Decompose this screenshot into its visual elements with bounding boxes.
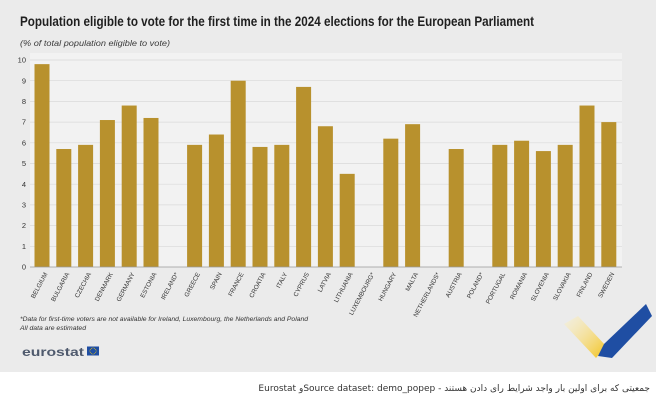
bar-bulgaria — [56, 149, 72, 267]
bar-france — [230, 80, 246, 267]
chart-subtitle: (% of total population eligible to vote) — [20, 39, 170, 48]
bar-slovakia — [557, 144, 573, 267]
bar-belgium — [34, 64, 50, 267]
eurostat-logo: eurostat — [22, 345, 99, 359]
y-tick-label-10: 10 — [18, 56, 26, 65]
image-caption: Eurostat وSource dataset: demo_popep - ج… — [258, 384, 650, 394]
bar-hungary — [383, 138, 399, 267]
bar-austria — [448, 149, 464, 267]
y-tick-label-7: 7 — [22, 118, 26, 127]
bar-lithuania — [339, 173, 355, 267]
y-tick-label-3: 3 — [22, 201, 26, 210]
eu-flag-star — [95, 349, 97, 350]
y-tick-label-2: 2 — [22, 221, 26, 230]
eu-flag-star — [89, 352, 91, 353]
eu-flag-star — [89, 349, 91, 350]
y-tick-label-8: 8 — [22, 97, 26, 106]
y-tick-label-0: 0 — [22, 263, 26, 272]
eurostat-logo-text: eurostat — [22, 345, 84, 359]
bar-malta — [405, 124, 421, 267]
bar-latvia — [317, 126, 333, 268]
eu-flag-star — [95, 350, 97, 352]
chart-panel: Population eligible to vote for the firs… — [0, 0, 656, 372]
chevron-yellow-band — [564, 316, 606, 358]
eu-flag-star — [89, 350, 91, 352]
eu-flag-star — [94, 347, 96, 349]
eu-flag-star — [91, 353, 92, 355]
y-tick-label-1: 1 — [22, 242, 26, 251]
corner-chevron-decoration — [564, 304, 652, 358]
bar-series — [34, 64, 617, 268]
bar-cyprus — [296, 86, 312, 267]
bar-finland — [579, 105, 595, 267]
eu-flag-star — [92, 353, 94, 355]
eu-flag-star — [94, 353, 96, 355]
bar-czechia — [78, 144, 94, 267]
bar-sweden — [601, 122, 617, 267]
bar-estonia — [143, 117, 159, 268]
chevron-blue-band — [598, 304, 652, 358]
bar-romania — [514, 140, 530, 267]
footnote-estimated: All data are estimated — [19, 325, 87, 332]
eu-flag-star — [91, 347, 92, 349]
chart-title: Population eligible to vote for the firs… — [20, 13, 534, 29]
bar-portugal — [492, 144, 508, 267]
footnote-unavailable-data: *Data for first-time voters are not avai… — [20, 316, 308, 323]
bar-greece — [187, 144, 203, 267]
eu-flag-star — [95, 352, 97, 353]
y-tick-label-5: 5 — [22, 159, 26, 168]
bar-denmark — [99, 120, 115, 267]
y-axis-ticks: 0 1 2 3 4 5 6 7 8 9 10 — [18, 56, 26, 272]
y-tick-label-4: 4 — [22, 180, 26, 189]
y-tick-label-6: 6 — [22, 138, 26, 147]
eu-flag-star — [92, 347, 94, 349]
bar-germany — [121, 105, 137, 267]
eu-flag-stars — [89, 347, 97, 355]
bar-slovenia — [535, 151, 551, 267]
bar-spain — [208, 134, 224, 267]
bar-italy — [274, 144, 290, 267]
y-tick-label-9: 9 — [22, 76, 26, 85]
bar-croatia — [252, 146, 268, 267]
eu-flag-icon — [87, 346, 99, 356]
